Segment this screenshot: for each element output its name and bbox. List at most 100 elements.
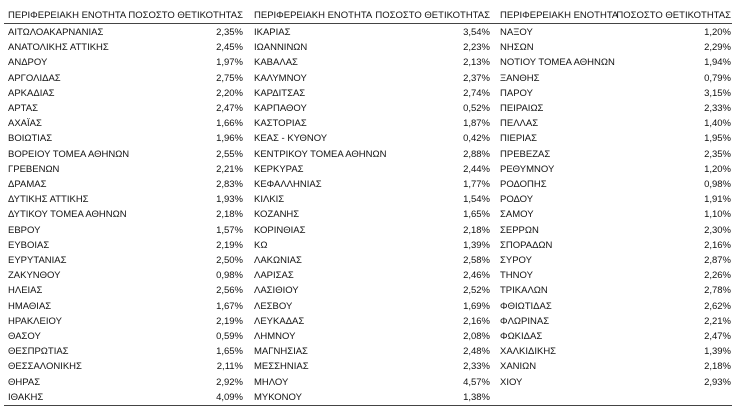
positivity-rate: 1,94% — [704, 57, 731, 69]
region-name: ΗΜΑΘΙΑΣ — [8, 300, 52, 312]
region-name: ΑΧΑΪΑΣ — [8, 118, 42, 130]
region-name: ΝΑΞΟΥ — [500, 27, 533, 38]
positivity-rate: 2,30% — [704, 224, 731, 236]
region-name: ΚΑΣΤΟΡΙΑΣ — [254, 118, 307, 130]
positivity-rate: 2,19% — [216, 239, 243, 251]
region-name: ΘΕΣΠΡΩΤΙΑΣ — [8, 346, 69, 358]
region-name: ΜΑΓΝΗΣΙΑΣ — [254, 346, 308, 358]
positivity-rate: 2,18% — [704, 361, 731, 373]
region-name: ΚΩ — [254, 239, 268, 251]
region-name: ΧΑΛΚΙΔΙΚΗΣ — [500, 346, 557, 358]
region-name: ΧΙΟΥ — [500, 376, 523, 388]
region-name: ΠΕΛΛΑΣ — [500, 118, 539, 130]
region-name: ΛΗΜΝΟΥ — [254, 331, 296, 342]
positivity-rate: 2,29% — [704, 42, 731, 54]
positivity-rate: 2,35% — [216, 27, 243, 38]
region-name: ΑΝΔΡΟΥ — [8, 57, 48, 69]
positivity-rate: 2,46% — [463, 270, 490, 282]
positivity-rate: 2,37% — [463, 72, 490, 84]
positivity-rate: 1,65% — [463, 209, 490, 221]
region-name: ΡΕΘΥΜΝΟΥ — [500, 163, 555, 175]
positivity-rate: 2,26% — [704, 270, 731, 282]
region-name: ΚΕΝΤΡΙΚΟΥ ΤΟΜΕΑ ΑΘΗΝΩΝ — [254, 148, 387, 160]
header-rule — [4, 23, 732, 24]
positivity-rate: 2,47% — [216, 103, 243, 114]
positivity-rate: 0,42% — [463, 133, 490, 145]
positivity-rate: 2,88% — [463, 148, 490, 160]
positivity-rate: 1,54% — [463, 194, 490, 206]
positivity-rate: 1,96% — [216, 133, 243, 145]
region-name: ΣΠΟΡΑΔΩΝ — [500, 239, 553, 251]
region-name: ΑΡΓΟΛΙΔΑΣ — [8, 72, 61, 84]
positivity-rate: 2,75% — [216, 72, 243, 84]
region-name: ΣΕΡΡΩΝ — [500, 224, 539, 236]
positivity-rate: 4,09% — [216, 391, 243, 403]
region-name: ΔΥΤΙΚΟΥ ΤΟΜΕΑ ΑΘΗΝΩΝ — [8, 209, 127, 221]
positivity-rate: 2,50% — [216, 255, 243, 266]
header: ΠΟΣΟΣΤΟ ΘΕΤΙΚΟΤΗΤΑΣ — [375, 10, 490, 21]
region-name: ΜΗΛΟΥ — [254, 376, 289, 388]
region-name: ΕΥΡΥΤΑΝΙΑΣ — [8, 255, 67, 266]
header: ΠΕΡΙΦΕΡΕΙΑΚΗ ΕΝΟΤΗΤΑ — [500, 10, 619, 21]
positivity-rate: 1,91% — [704, 194, 731, 206]
header: ΠΟΣΟΣΤΟ ΘΕΤΙΚΟΤΗΤΑΣ — [128, 10, 243, 21]
region-name: ΛΕΥΚΑΔΑΣ — [254, 315, 305, 327]
positivity-rate: 1,39% — [463, 239, 490, 251]
header: ΠΕΡΙΦΕΡΕΙΑΚΗ ΕΝΟΤΗΤΑ — [254, 10, 373, 21]
positivity-rate: 1,65% — [216, 346, 243, 358]
region-name: ΚΙΛΚΙΣ — [254, 194, 285, 206]
positivity-rate: 2,18% — [463, 224, 490, 236]
region-name: ΘΕΣΣΑΛΟΝΙΚΗΣ — [8, 361, 82, 373]
region-name: ΛΑΚΩΝΙΑΣ — [254, 255, 302, 266]
region-name: ΑΡΚΑΔΙΑΣ — [8, 87, 55, 99]
region-name: ΜΥΚΟΝΟΥ — [254, 391, 302, 403]
region-name: ΚΕΦΑΛΛΗΝΙΑΣ — [254, 179, 322, 190]
positivity-rate: 2,20% — [216, 87, 243, 99]
region-name: ΑΙΤΩΛΟΑΚΑΡΝΑΝΙΑΣ — [8, 27, 104, 38]
positivity-rate: 2,83% — [216, 179, 243, 190]
region-name: ΙΚΑΡΙΑΣ — [254, 27, 291, 38]
region-name: ΚΟΡΙΝΘΙΑΣ — [254, 224, 306, 236]
positivity-rate: 2,78% — [704, 285, 731, 297]
region-name: ΕΥΒΟΙΑΣ — [8, 239, 50, 251]
region-name: ΣΥΡΟΥ — [500, 255, 532, 266]
positivity-rate: 1,87% — [463, 118, 490, 130]
positivity-rate: 1,77% — [463, 179, 490, 190]
region-name: ΘΗΡΑΣ — [8, 376, 41, 388]
region-name: ΗΡΑΚΛΕΙΟΥ — [8, 315, 62, 327]
region-name: ΣΑΜΟΥ — [500, 209, 534, 221]
region-name: ΞΑΝΘΗΣ — [500, 72, 540, 84]
region-name: ΗΛΕΙΑΣ — [8, 285, 43, 297]
positivity-rate: 3,15% — [704, 87, 731, 99]
region-name: ΛΑΣΙΘΙΟΥ — [254, 285, 299, 297]
positivity-rate: 1,39% — [704, 346, 731, 358]
positivity-rate: 2,92% — [216, 376, 243, 388]
region-name: ΔΥΤΙΚΗΣ ΑΤΤΙΚΗΣ — [8, 194, 89, 206]
positivity-rate: 2,74% — [463, 87, 490, 99]
header: ΠΕΡΙΦΕΡΕΙΑΚΗ ΕΝΟΤΗΤΑ — [8, 10, 127, 21]
region-name: ΦΩΚΙΔΑΣ — [500, 331, 543, 342]
positivity-rate: 2,33% — [704, 103, 731, 114]
region-name: ΙΘΑΚΗΣ — [8, 391, 44, 403]
positivity-rate: 2,62% — [704, 300, 731, 312]
positivity-rate: 2,18% — [216, 209, 243, 221]
positivity-rate: 4,57% — [463, 376, 490, 388]
region-name: ΓΡΕΒΕΝΩΝ — [8, 163, 60, 175]
header: ΠΟΣΟΣΤΟ ΘΕΤΙΚΟΤΗΤΑΣ — [616, 10, 731, 21]
region-name: ΚΑΡΠΑΘΟΥ — [254, 103, 307, 114]
positivity-rate: 2,11% — [216, 361, 243, 373]
positivity-rate: 1,66% — [216, 118, 243, 130]
positivity-rate: 1,69% — [463, 300, 490, 312]
positivity-rate: 2,19% — [216, 315, 243, 327]
region-name: ΦΛΩΡΙΝΑΣ — [500, 315, 550, 327]
positivity-rate: 2,23% — [463, 42, 490, 54]
positivity-rate: 0,59% — [216, 331, 243, 342]
positivity-rate: 2,93% — [704, 376, 731, 388]
region-name: ΡΟΔΟΠΗΣ — [500, 179, 547, 190]
positivity-rate: 2,58% — [463, 255, 490, 266]
positivity-rate: 1,67% — [216, 300, 243, 312]
region-name: ΠΙΕΡΙΑΣ — [500, 133, 538, 145]
positivity-rate: 1,20% — [704, 27, 731, 38]
region-name: ΝΟΤΙΟΥ ΤΟΜΕΑ ΑΘΗΝΩΝ — [500, 57, 615, 69]
